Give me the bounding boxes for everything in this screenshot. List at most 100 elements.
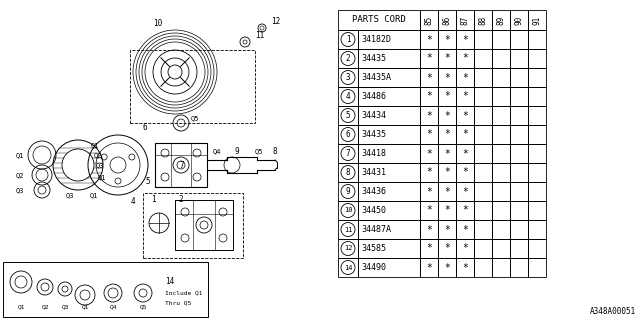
Text: 1: 1: [150, 196, 156, 204]
Bar: [438, 239, 456, 258]
Bar: [510, 125, 528, 144]
Bar: [456, 68, 474, 87]
Bar: [438, 68, 456, 87]
Text: *: *: [426, 205, 432, 215]
Bar: [492, 125, 510, 144]
Bar: [528, 163, 546, 182]
Bar: [438, 49, 456, 68]
Text: *: *: [426, 148, 432, 158]
Bar: [492, 49, 510, 68]
Text: *: *: [426, 167, 432, 178]
Bar: [456, 258, 474, 277]
Text: *: *: [426, 110, 432, 121]
Text: 34435: 34435: [361, 54, 386, 63]
Bar: [510, 87, 528, 106]
Text: *: *: [462, 225, 468, 235]
Text: Q2: Q2: [41, 305, 49, 309]
Text: 5: 5: [146, 178, 150, 187]
Text: *: *: [426, 262, 432, 273]
Text: 34585: 34585: [361, 244, 386, 253]
Bar: [420, 163, 438, 182]
Text: *: *: [426, 225, 432, 235]
Text: 85: 85: [424, 15, 433, 25]
Text: 34450: 34450: [361, 206, 386, 215]
Text: Q3: Q3: [66, 192, 74, 198]
Bar: [528, 144, 546, 163]
Text: Q4: Q4: [212, 148, 221, 154]
Text: *: *: [462, 167, 468, 178]
Text: *: *: [444, 130, 450, 140]
Text: 34487A: 34487A: [361, 225, 391, 234]
Bar: [420, 201, 438, 220]
Bar: [438, 163, 456, 182]
Bar: [130, 50, 255, 123]
Bar: [474, 49, 492, 68]
Bar: [456, 182, 474, 201]
Text: *: *: [462, 92, 468, 101]
Bar: [338, 239, 358, 258]
Bar: [338, 30, 358, 49]
Bar: [420, 258, 438, 277]
Text: *: *: [444, 148, 450, 158]
Text: 34435A: 34435A: [361, 73, 391, 82]
Bar: [474, 239, 492, 258]
Text: *: *: [444, 167, 450, 178]
Text: 2: 2: [179, 196, 183, 204]
Text: 10: 10: [344, 207, 352, 213]
Text: *: *: [444, 92, 450, 101]
Text: 34434: 34434: [361, 111, 386, 120]
Bar: [456, 201, 474, 220]
Text: *: *: [444, 205, 450, 215]
Bar: [528, 239, 546, 258]
Text: Q1: Q1: [15, 152, 24, 158]
Text: Q1: Q1: [90, 192, 99, 198]
Bar: [420, 182, 438, 201]
Bar: [420, 30, 438, 49]
Text: 4: 4: [131, 196, 135, 205]
Text: *: *: [462, 262, 468, 273]
Bar: [338, 182, 358, 201]
Bar: [456, 239, 474, 258]
Bar: [420, 68, 438, 87]
Bar: [510, 220, 528, 239]
Text: Q5: Q5: [140, 305, 147, 309]
Text: Q4: Q4: [109, 305, 116, 309]
Text: 34486: 34486: [361, 92, 386, 101]
Bar: [492, 239, 510, 258]
Text: *: *: [462, 187, 468, 196]
Text: 5: 5: [346, 111, 350, 120]
Text: 1: 1: [346, 35, 350, 44]
Text: Q2: Q2: [93, 152, 102, 158]
Bar: [358, 144, 420, 163]
Bar: [358, 220, 420, 239]
Text: 87: 87: [461, 15, 470, 25]
Bar: [456, 10, 474, 30]
Text: 7: 7: [346, 149, 350, 158]
Text: Q5: Q5: [255, 148, 263, 154]
Bar: [338, 106, 358, 125]
Bar: [438, 125, 456, 144]
Bar: [338, 10, 420, 30]
Bar: [528, 68, 546, 87]
Bar: [438, 87, 456, 106]
Bar: [510, 163, 528, 182]
Bar: [358, 182, 420, 201]
Bar: [338, 163, 358, 182]
Bar: [338, 201, 358, 220]
Text: Q3: Q3: [15, 187, 24, 193]
Text: 34418: 34418: [361, 149, 386, 158]
Bar: [420, 87, 438, 106]
Bar: [420, 144, 438, 163]
Bar: [492, 201, 510, 220]
Text: 88: 88: [479, 15, 488, 25]
Bar: [438, 201, 456, 220]
Text: *: *: [462, 130, 468, 140]
Bar: [438, 10, 456, 30]
Text: Q1: Q1: [81, 305, 89, 309]
Bar: [492, 87, 510, 106]
Bar: [492, 220, 510, 239]
Text: 8: 8: [346, 168, 350, 177]
Bar: [474, 10, 492, 30]
Bar: [338, 125, 358, 144]
Text: 34436: 34436: [361, 187, 386, 196]
